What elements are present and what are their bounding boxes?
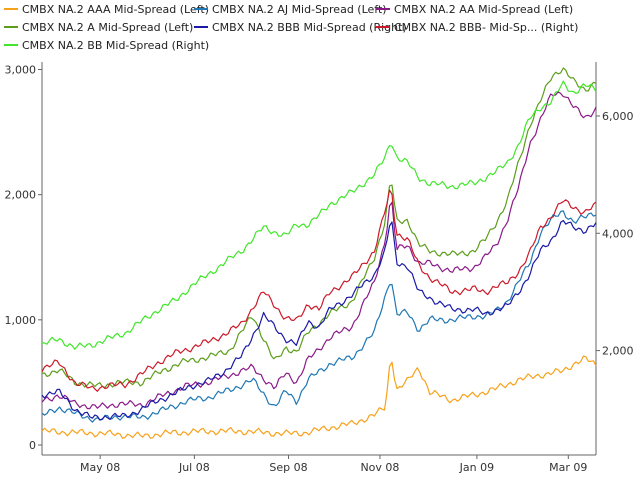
series-line bbox=[41, 67, 597, 389]
x-tick-label: Mar 09 bbox=[549, 461, 587, 474]
legend-swatch bbox=[194, 26, 208, 28]
series-line bbox=[41, 189, 597, 392]
legend-item: CMBX NA.2 BBB- Mid-Sp... (Right) bbox=[376, 18, 578, 36]
legend-swatch bbox=[194, 8, 208, 10]
legend-item: CMBX NA.2 A Mid-Spread (Left) bbox=[4, 18, 193, 36]
legend-label: CMBX NA.2 AAA Mid-Spread (Left) bbox=[22, 2, 209, 16]
legend-swatch bbox=[4, 44, 18, 46]
legend-item: CMBX NA.2 AJ Mid-Spread (Left) bbox=[194, 0, 387, 18]
legend-item: CMBX NA.2 BBB Mid-Spread (Right) bbox=[194, 18, 407, 36]
series-line bbox=[41, 219, 597, 421]
legend-label: CMBX NA.2 AJ Mid-Spread (Left) bbox=[212, 2, 387, 16]
legend-label: CMBX NA.2 BBB Mid-Spread (Right) bbox=[212, 20, 407, 34]
legend-swatch bbox=[4, 8, 18, 10]
chart-legend: CMBX NA.2 AAA Mid-Spread (Left) CMBX NA.2… bbox=[0, 0, 640, 54]
x-tick-label: May 08 bbox=[80, 461, 120, 474]
series-lines bbox=[41, 67, 597, 439]
right-tick-label: 4,000 bbox=[602, 227, 634, 240]
legend-item: CMBX NA.2 AAA Mid-Spread (Left) bbox=[4, 0, 209, 18]
left-tick-label: 3,000 bbox=[5, 64, 37, 77]
legend-label: CMBX NA.2 A Mid-Spread (Left) bbox=[22, 20, 194, 34]
series-line bbox=[41, 80, 597, 350]
x-tick-label: Jul 08 bbox=[178, 461, 210, 474]
left-tick-label: 1,000 bbox=[5, 314, 37, 327]
x-tick-label: Nov 08 bbox=[360, 461, 399, 474]
legend-label: CMBX NA.2 AA Mid-Spread (Left) bbox=[394, 2, 574, 16]
legend-item: CMBX NA.2 AA Mid-Spread (Left) bbox=[376, 0, 573, 18]
legend-swatch bbox=[4, 26, 18, 28]
legend-label: CMBX NA.2 BB Mid-Spread (Right) bbox=[22, 38, 210, 52]
left-tick-label: 0 bbox=[29, 439, 36, 452]
tick-labels: 0 1,000 2,000 3,000 2,000 4,000 6,000 May 08 Jul… bbox=[5, 64, 634, 474]
legend-label: CMBX NA.2 BBB- Mid-Sp... (Right) bbox=[394, 20, 579, 34]
series-line bbox=[41, 355, 597, 439]
right-tick-label: 2,000 bbox=[602, 345, 634, 358]
legend-swatch bbox=[376, 8, 390, 10]
right-tick-label: 6,000 bbox=[602, 110, 634, 123]
x-tick-label: Jan 09 bbox=[459, 461, 494, 474]
axes bbox=[38, 62, 600, 459]
left-tick-label: 2,000 bbox=[5, 189, 37, 202]
series-line bbox=[41, 91, 597, 410]
legend-item: CMBX NA.2 BB Mid-Spread (Right) bbox=[4, 36, 209, 54]
legend-swatch bbox=[376, 26, 390, 28]
series-line bbox=[41, 210, 597, 423]
x-tick-label: Sep 08 bbox=[269, 461, 307, 474]
